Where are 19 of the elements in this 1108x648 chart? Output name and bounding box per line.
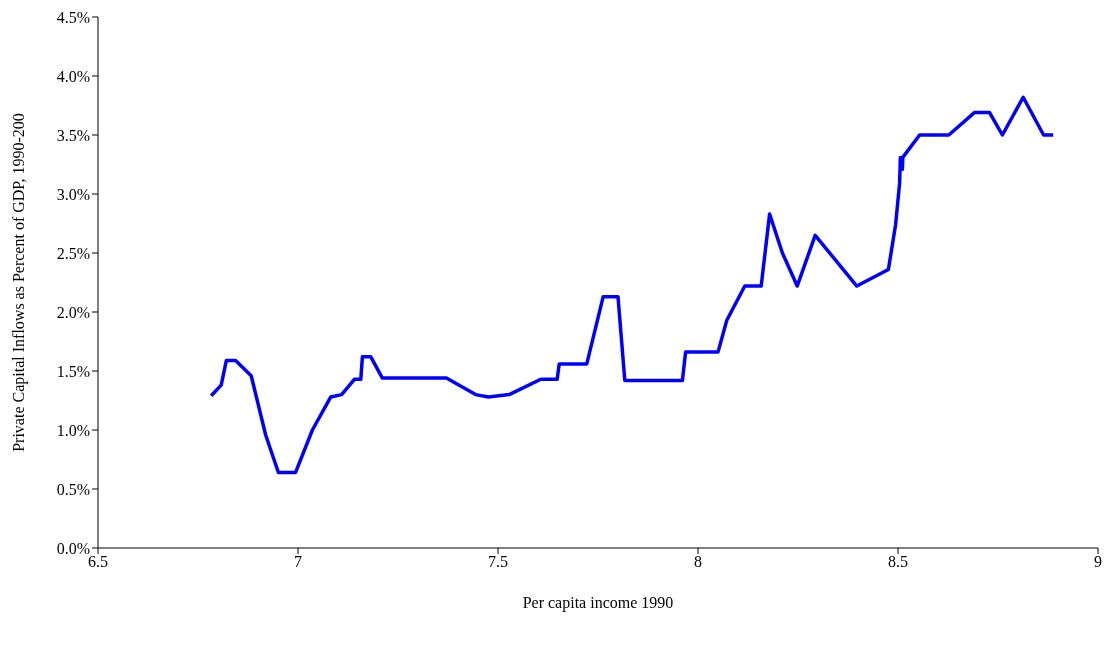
y-tick-label: 4.0%	[56, 67, 90, 85]
x-tick-label: 8.5	[888, 553, 908, 571]
line-series	[209, 95, 1055, 475]
y-tick-label: 4.5%	[56, 8, 90, 26]
x-tick-label: 8	[694, 553, 702, 571]
y-tick-label: 2.5%	[56, 244, 90, 262]
x-tick-label: 7	[294, 553, 302, 571]
y-tick-label: 0.5%	[56, 480, 90, 498]
y-axis-title: Private Capital Inflows as Percent of GDP, 1990-200	[9, 113, 28, 452]
y-tick-label: 1.5%	[56, 362, 90, 380]
y-tick-label: 2.0%	[56, 303, 90, 321]
x-axis-title: Per capita income 1990	[522, 594, 674, 612]
x-tick-label: 7.5	[488, 553, 508, 571]
y-tick-label: 3.0%	[56, 185, 90, 203]
y-tick-label: 3.5%	[56, 126, 90, 144]
y-tick-label: 1.0%	[56, 421, 90, 439]
x-tick-label: 6.5	[88, 553, 108, 571]
y-tick-label: 0.0%	[56, 539, 90, 557]
x-tick-label: 9	[1094, 553, 1102, 571]
